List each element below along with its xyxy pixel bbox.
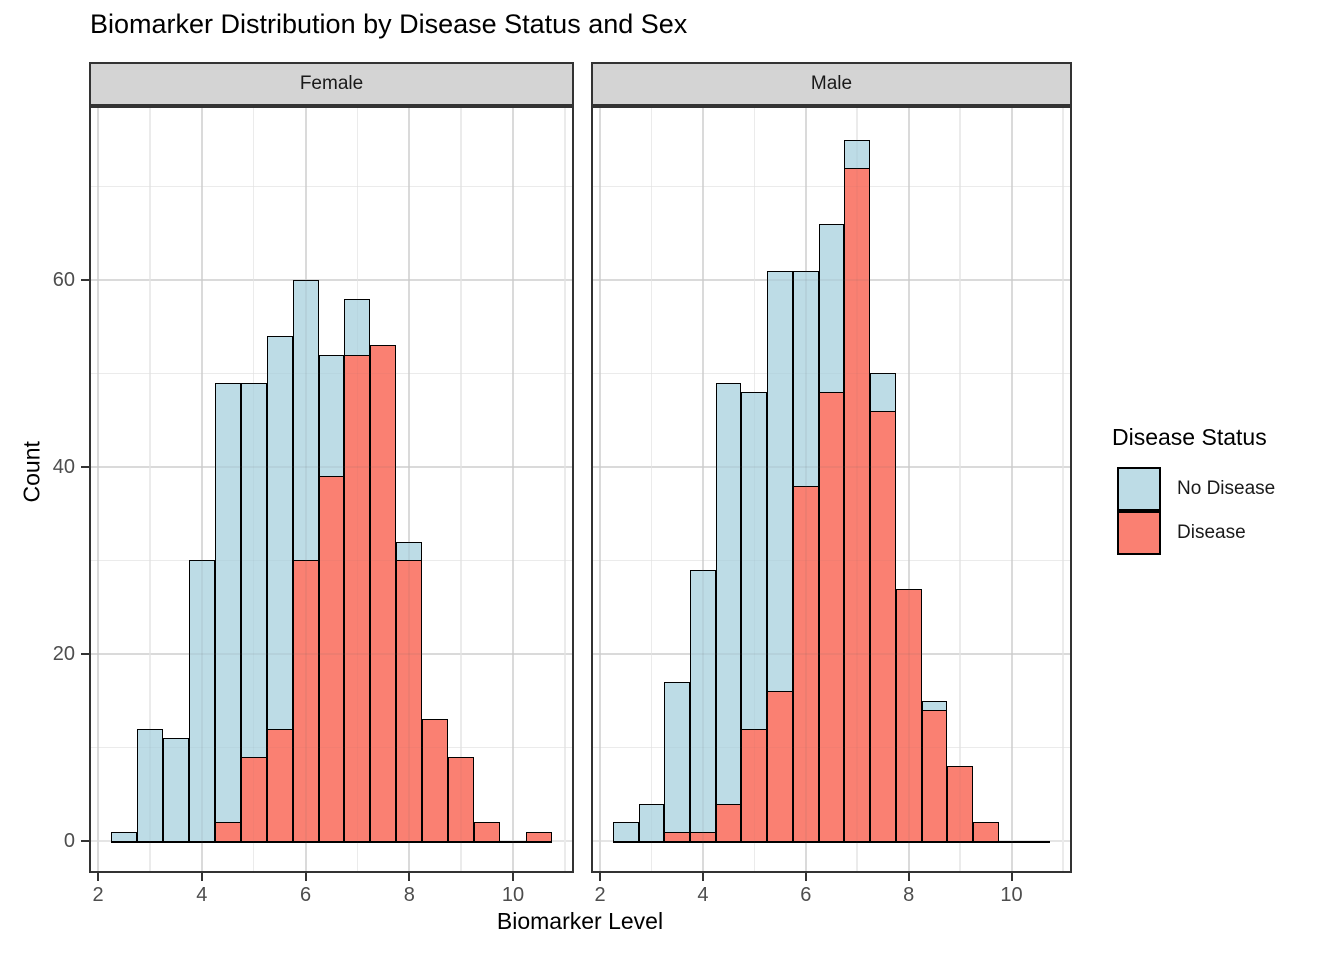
bar <box>136 728 163 843</box>
gridline-y-minor <box>91 185 572 188</box>
legend-label: Disease <box>1177 522 1246 543</box>
y-tick-label: 60 <box>52 268 75 291</box>
gridline-x-major <box>97 108 100 871</box>
bar <box>448 756 475 843</box>
bar <box>741 728 768 843</box>
x-tick-label: 4 <box>196 884 208 906</box>
x-tick-label: 2 <box>594 884 606 906</box>
gridline-overlay <box>650 108 653 871</box>
bar <box>344 354 371 843</box>
gridline-x-minor <box>1062 108 1064 871</box>
bar <box>844 167 871 844</box>
y-tick-label: 40 <box>52 455 75 478</box>
bar <box>292 560 319 843</box>
bar <box>422 719 449 843</box>
x-tick-label: 8 <box>903 884 915 906</box>
x-axis-title: Biomarker Level <box>496 908 664 934</box>
x-tick <box>1010 873 1013 881</box>
bar <box>240 756 267 843</box>
bar <box>947 766 973 843</box>
bar <box>972 822 999 843</box>
bar <box>638 803 665 843</box>
x-tick <box>200 873 203 881</box>
facet-strip-label: Female <box>299 73 364 94</box>
legend-key <box>1117 467 1161 511</box>
gridline-overlay <box>512 108 515 871</box>
bar <box>162 738 189 843</box>
gridline-overlay <box>97 108 100 871</box>
gridline-overlay <box>91 278 572 281</box>
bar <box>214 822 241 843</box>
bar <box>318 476 345 844</box>
gridline-x-major <box>512 108 515 871</box>
gridline-overlay <box>599 108 601 871</box>
bar <box>396 560 423 843</box>
chart-title: Biomarker Distribution by Disease Status… <box>90 9 688 39</box>
x-tick-label: 10 <box>501 884 525 906</box>
y-tick <box>81 840 89 843</box>
gridline-overlay <box>959 108 961 871</box>
facet-strip: Female <box>89 62 574 106</box>
y-tick-label: 20 <box>52 642 75 665</box>
baseline <box>111 841 552 844</box>
facet-strip-label: Male <box>810 73 853 94</box>
bar <box>715 382 742 843</box>
x-tick <box>804 873 807 881</box>
y-tick-label: 0 <box>63 830 75 853</box>
bar <box>188 560 215 843</box>
facet-strip: Male <box>591 62 1072 106</box>
x-tick-label: 6 <box>800 884 812 906</box>
gridline-overlay <box>593 185 1070 188</box>
x-tick-label: 6 <box>300 884 312 906</box>
x-tick-label: 8 <box>403 884 415 906</box>
gridline-x-minor <box>564 108 566 871</box>
gridline-y-major <box>91 278 572 281</box>
gridline-overlay <box>1062 108 1064 871</box>
x-tick <box>599 873 601 881</box>
y-tick <box>81 652 89 655</box>
bar <box>266 728 293 843</box>
x-tick-label: 10 <box>1000 884 1023 906</box>
x-tick-label: 2 <box>92 884 104 906</box>
panel <box>591 106 1072 873</box>
bar <box>214 382 241 843</box>
gridline-y-minor <box>593 185 1070 188</box>
y-tick <box>81 278 89 281</box>
x-tick <box>304 873 307 881</box>
bar <box>664 682 691 843</box>
x-tick <box>907 873 910 881</box>
bar <box>715 803 742 843</box>
gridline-x-major <box>599 108 601 871</box>
x-tick-label: 4 <box>697 884 709 906</box>
x-tick <box>97 873 100 881</box>
bar <box>921 710 948 843</box>
gridline-x-minor <box>650 108 653 871</box>
legend-key <box>1117 511 1161 555</box>
bar <box>818 392 845 843</box>
gridline-x-minor <box>959 108 961 871</box>
bar <box>474 822 501 843</box>
legend-title: Disease Status <box>1112 424 1267 450</box>
gridline-overlay <box>1010 108 1013 871</box>
legend-label: No Disease <box>1177 478 1276 499</box>
x-tick <box>408 873 411 881</box>
baseline <box>612 841 1051 844</box>
x-tick <box>701 873 704 881</box>
bar <box>870 410 896 843</box>
bar <box>767 691 793 843</box>
gridline-overlay <box>91 185 572 188</box>
gridline-x-major <box>1010 108 1013 871</box>
gridline-overlay <box>564 108 566 871</box>
bar <box>690 569 716 844</box>
bar <box>612 822 639 843</box>
panel <box>89 106 574 873</box>
bar <box>895 588 922 843</box>
x-tick <box>512 873 515 881</box>
y-tick <box>81 465 89 468</box>
bar <box>792 485 819 843</box>
bar <box>370 345 397 843</box>
